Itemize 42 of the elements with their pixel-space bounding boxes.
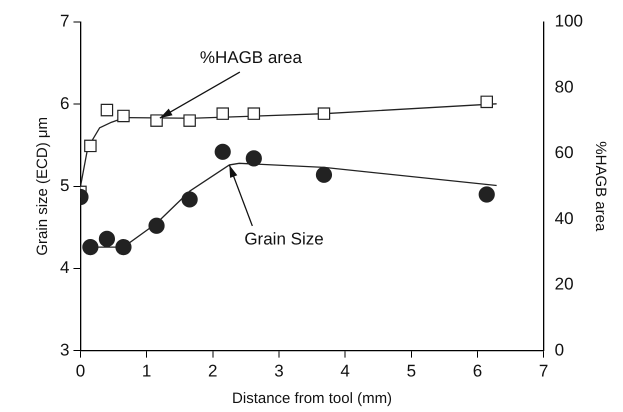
y2-axis-title: %HAGB area: [592, 141, 609, 232]
point: [478, 186, 495, 203]
point: [84, 140, 97, 152]
x-tick-label: 4: [340, 361, 350, 380]
x-tick-label: 2: [208, 361, 218, 380]
x-axis-title: Distance from tool (mm): [232, 390, 392, 408]
y2-tick-label: 0: [554, 340, 564, 360]
y-tick-label: 3: [60, 340, 70, 360]
y2-tick-label: 20: [554, 274, 574, 294]
y2-tick-label: 100: [554, 12, 584, 31]
point: [480, 96, 493, 108]
x-tick-label: 0: [76, 361, 86, 380]
y2-tick-label: 60: [554, 143, 574, 162]
point: [82, 238, 98, 256]
point: [183, 114, 196, 127]
point: [216, 107, 229, 120]
point: [148, 218, 165, 234]
annotation: %HAGB area: [200, 48, 302, 67]
point: [182, 191, 198, 208]
y2-tick-label: 40: [554, 208, 574, 228]
point: [115, 238, 132, 256]
y-tick-label: 4: [60, 258, 70, 278]
point: [318, 107, 330, 120]
x-tick-label: 1: [142, 361, 152, 380]
point: [246, 150, 262, 166]
point: [117, 110, 130, 122]
y-tick-label: 6: [60, 94, 70, 113]
annotation: Grain Size: [244, 230, 324, 249]
point: [248, 107, 260, 120]
y-tick-label: 7: [60, 12, 70, 31]
point: [214, 144, 231, 160]
y2-tick-label: 80: [554, 77, 574, 96]
point: [98, 230, 116, 247]
y-tick-label: 5: [60, 176, 70, 195]
x-tick-label: 5: [406, 361, 416, 380]
x-tick-label: 7: [538, 361, 548, 380]
x-tick-label: 3: [274, 361, 284, 380]
point: [100, 104, 114, 116]
y-axis-title: Grain size (ECD) μm: [34, 116, 52, 256]
point: [316, 166, 332, 183]
point: [150, 114, 163, 127]
x-tick-label: 6: [472, 361, 482, 380]
